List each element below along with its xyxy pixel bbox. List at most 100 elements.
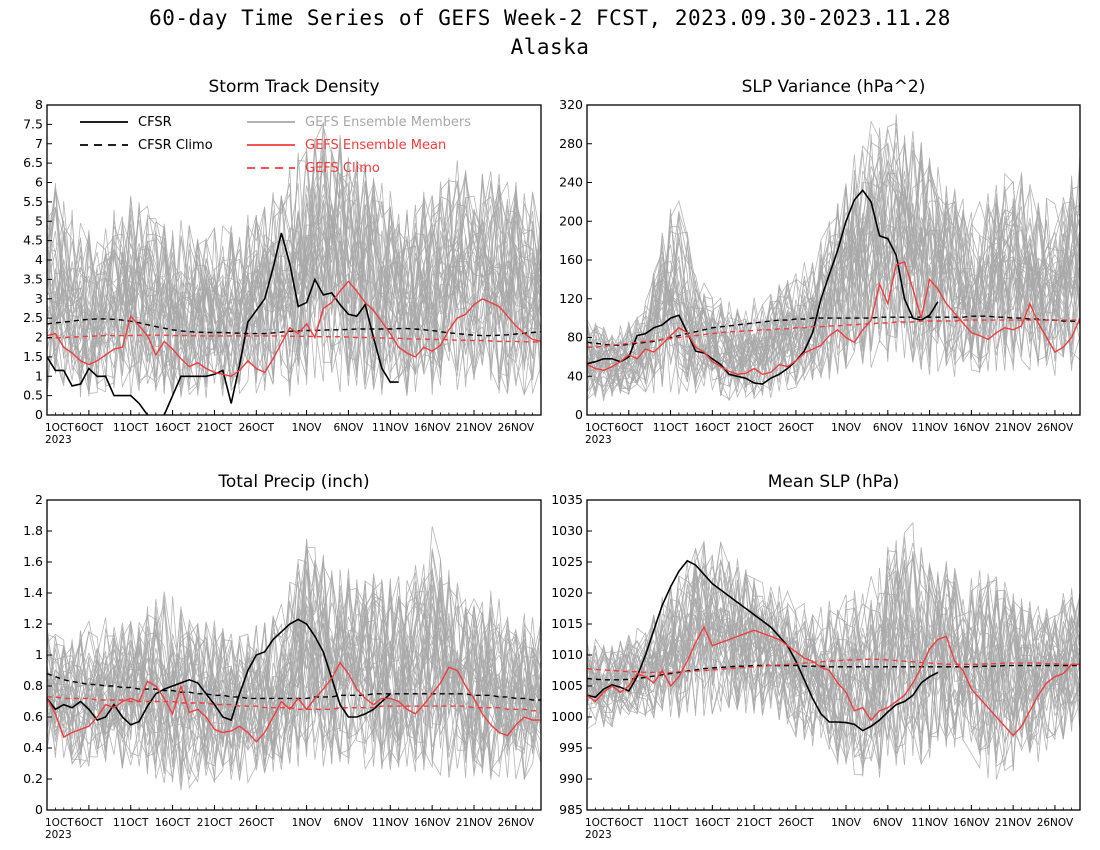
x-year-label: 2023 bbox=[45, 829, 72, 841]
ensemble-member-line bbox=[47, 149, 541, 398]
x-year-label: 2023 bbox=[45, 434, 72, 446]
x-tick-label: 16OCT bbox=[155, 422, 191, 434]
x-tick-label: 1NOV bbox=[831, 422, 862, 434]
plot-area bbox=[47, 122, 541, 415]
x-tick-label: 16NOV bbox=[953, 422, 990, 434]
x-tick-label: 26NOV bbox=[1037, 422, 1074, 434]
x-tick-label: 21OCT bbox=[197, 817, 233, 829]
y-tick-label: 80 bbox=[567, 330, 583, 345]
y-tick-label: 2.5 bbox=[23, 310, 43, 325]
y-tick-label: 6.5 bbox=[23, 155, 43, 170]
y-tick-label: 995 bbox=[559, 740, 583, 755]
y-tick-label: 1.8 bbox=[23, 523, 43, 538]
y-tick-label: 160 bbox=[559, 252, 583, 267]
x-tick-label: 21OCT bbox=[736, 817, 772, 829]
y-tick-label: 1 bbox=[35, 368, 43, 383]
x-tick-label: 6OCT bbox=[614, 817, 643, 829]
series-cfsr bbox=[587, 559, 939, 732]
x-tick-label: 11OCT bbox=[653, 422, 689, 434]
x-tick-label: 1NOV bbox=[292, 422, 323, 434]
x-tick-label: 6OCT bbox=[75, 817, 104, 829]
figure-title-line-2: Alaska bbox=[510, 35, 590, 59]
x-tick-label: 26NOV bbox=[1037, 817, 1074, 829]
x-tick-label: 11NOV bbox=[911, 422, 948, 434]
x-tick-label: 26NOV bbox=[498, 422, 535, 434]
x-tick-label: 16OCT bbox=[695, 422, 731, 434]
series-cfsr-climo bbox=[587, 664, 1080, 681]
x-tick-label: 1NOV bbox=[831, 817, 862, 829]
y-tick-label: 5 bbox=[35, 213, 43, 228]
figure-title-line-1: 60-day Time Series of GEFS Week-2 FCST, … bbox=[149, 6, 951, 30]
ensemble-member-line bbox=[587, 151, 1080, 396]
x-tick-label: 11OCT bbox=[113, 422, 149, 434]
x-axis: 1OCT 6OCT 11OCT 16OCT 21OCT 26OCT 1NOV 6NOV 11NO… bbox=[45, 805, 542, 841]
y-tick-label: 1030 bbox=[551, 523, 583, 538]
x-tick-label: 6NOV bbox=[873, 422, 904, 434]
x-tick-label: 21NOV bbox=[456, 817, 493, 829]
x-tick-label: 21OCT bbox=[736, 422, 772, 434]
y-tick-label: 120 bbox=[559, 291, 583, 306]
ensemble-member-line bbox=[47, 127, 541, 392]
ensemble-member-line bbox=[587, 562, 1080, 769]
ensemble-member-line bbox=[47, 562, 541, 764]
x-tick-label: 6NOV bbox=[873, 817, 904, 829]
panel-3: Total Precip (inch) 0 0.2 0.4 0.6 0.8 1 1.2 1.4 1… bbox=[23, 472, 542, 841]
ensemble-member-line bbox=[47, 193, 541, 395]
legend: CFSR CFSR Climo GEFS Ensemble Members GEFS … bbox=[80, 115, 471, 176]
y-tick-label: 2 bbox=[35, 330, 43, 345]
series-mean bbox=[47, 661, 541, 743]
legend-label-members: GEFS Ensemble Members bbox=[305, 115, 471, 130]
ensemble-member-line bbox=[47, 135, 541, 395]
legend-label-gefs-climo: GEFS Climo bbox=[305, 161, 380, 176]
plot-area bbox=[587, 521, 1080, 780]
y-tick-label: 8 bbox=[35, 97, 43, 112]
series-cfsr bbox=[47, 618, 391, 726]
ensemble-member-line bbox=[587, 555, 1080, 757]
x-tick-label: 1OCT bbox=[585, 422, 614, 434]
y-tick-label: 1.4 bbox=[23, 585, 43, 600]
legend-label-mean: GEFS Ensemble Mean bbox=[305, 138, 446, 153]
y-tick-label: 280 bbox=[559, 136, 583, 151]
ensemble-member-line bbox=[587, 550, 1080, 763]
series-cfsr bbox=[587, 189, 939, 385]
x-tick-label: 6OCT bbox=[75, 422, 104, 434]
ensemble-member-line bbox=[47, 149, 541, 395]
ensemble-member-line bbox=[587, 170, 1080, 388]
y-tick-label: 0.6 bbox=[23, 709, 43, 724]
series-cfsr-climo bbox=[47, 672, 541, 701]
y-tick-label: 0 bbox=[35, 407, 43, 422]
y-tick-label: 1.5 bbox=[23, 349, 43, 364]
x-tick-label: 11OCT bbox=[113, 817, 149, 829]
ensemble-members bbox=[47, 526, 541, 791]
y-tick-label: 985 bbox=[559, 802, 583, 817]
series-gefs-climo bbox=[47, 696, 541, 712]
ensemble-members bbox=[47, 122, 541, 399]
x-year-label: 2023 bbox=[585, 434, 612, 446]
series-mean bbox=[587, 625, 1080, 737]
x-year-label: 2023 bbox=[585, 829, 612, 841]
ensemble-member-line bbox=[587, 559, 1080, 726]
y-tick-label: 0 bbox=[35, 802, 43, 817]
y-tick-label: 40 bbox=[567, 368, 583, 383]
y-tick-label: 1.2 bbox=[23, 616, 43, 631]
ensemble-member-line bbox=[47, 526, 541, 778]
x-tick-label: 16NOV bbox=[414, 422, 451, 434]
y-axis: 985 990 995 1000 1005 1010 1015 1020 1025 1030 103… bbox=[551, 492, 592, 817]
y-tick-label: 4.5 bbox=[23, 233, 43, 248]
x-axis: 1OCT 6OCT 11OCT 16OCT 21OCT 26OCT 1NOV 6NOV 11NO… bbox=[45, 410, 542, 446]
x-tick-label: 26OCT bbox=[778, 817, 814, 829]
x-tick-label: 21NOV bbox=[995, 817, 1032, 829]
y-tick-label: 1010 bbox=[551, 647, 583, 662]
panel-1: Storm Track Density 0 0.5 1 1.5 2 2.5 3 3.5 4 4.5 5… bbox=[23, 77, 542, 446]
ensemble-member-line bbox=[587, 150, 1080, 390]
x-tick-label: 26OCT bbox=[778, 422, 814, 434]
x-tick-label: 11OCT bbox=[653, 817, 689, 829]
y-tick-label: 0.2 bbox=[23, 771, 43, 786]
series-cfsr bbox=[47, 232, 399, 415]
series-mean bbox=[587, 260, 1080, 376]
ensemble-members bbox=[587, 114, 1080, 402]
y-tick-label: 3 bbox=[35, 291, 43, 306]
x-tick-label: 6NOV bbox=[334, 817, 365, 829]
x-tick-label: 21OCT bbox=[197, 422, 233, 434]
